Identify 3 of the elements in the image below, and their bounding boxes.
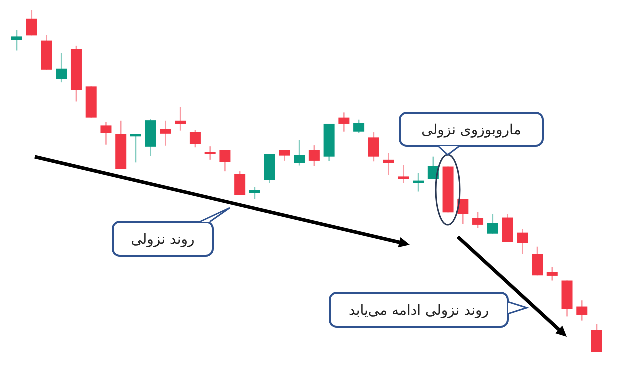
annotation: روند نزولی (131, 232, 195, 248)
annotation: روند نزولی ادامه می‌یابد (348, 303, 490, 319)
annotation: ماروبوزوی نزولی (422, 122, 522, 138)
